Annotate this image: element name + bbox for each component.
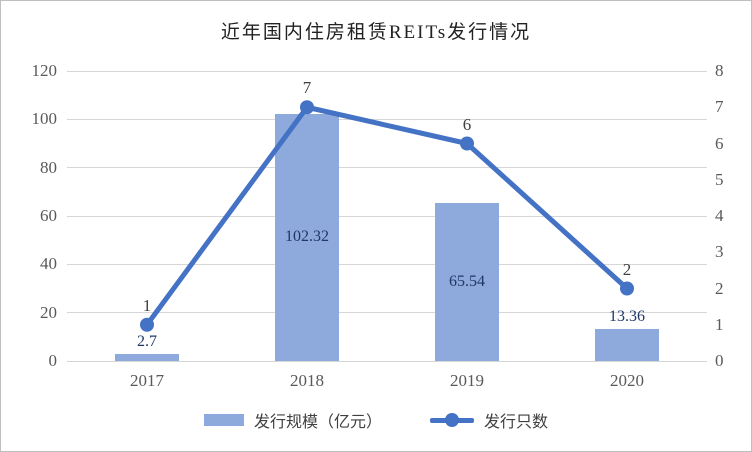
line-data-label: 2 bbox=[622, 259, 632, 279]
right-axis-tick-label: 1 bbox=[715, 314, 724, 334]
right-axis-tick-label: 0 bbox=[715, 351, 724, 370]
line-data-point bbox=[620, 281, 634, 296]
line-data-point bbox=[300, 100, 314, 115]
x-axis-category-label: 2017 bbox=[130, 371, 164, 390]
left-axis-tick-label: 40 bbox=[40, 254, 57, 274]
left-axis-tick-label: 80 bbox=[40, 157, 57, 177]
line-data-label: 1 bbox=[142, 295, 152, 315]
legend-item-line-series: 发行只数 bbox=[430, 408, 548, 432]
left-axis-tick-label: 60 bbox=[40, 206, 57, 225]
line-swatch-dot bbox=[445, 413, 459, 427]
left-axis-tick-label: 100 bbox=[31, 109, 58, 129]
line-data-label: 7 bbox=[302, 78, 312, 98]
line-data-point bbox=[460, 136, 474, 151]
right-axis-tick-label: 5 bbox=[715, 169, 724, 189]
x-axis-category-label: 2018 bbox=[290, 371, 324, 390]
left-axis-tick-label: 20 bbox=[40, 302, 57, 322]
bar-2018 bbox=[275, 113, 339, 361]
bar-series-swatch-icon bbox=[203, 414, 244, 426]
bar-2019 bbox=[435, 202, 499, 361]
legend-label-bar-series: 发行规模（亿元） bbox=[253, 414, 382, 431]
gridline bbox=[67, 360, 707, 362]
right-axis-tick-label: 8 bbox=[715, 61, 724, 80]
bar-data-label: 65.54 bbox=[449, 272, 485, 290]
gridline bbox=[67, 167, 707, 169]
right-axis-tick-label: 3 bbox=[715, 242, 724, 262]
right-axis-tick-label: 4 bbox=[715, 206, 724, 225]
right-axis-tick-label: 6 bbox=[715, 133, 724, 153]
right-axis-tick-label: 7 bbox=[715, 97, 724, 117]
line-series-swatch-icon bbox=[430, 413, 474, 427]
bar-data-label: 102.32 bbox=[285, 228, 329, 246]
left-axis-tick-label: 120 bbox=[31, 61, 58, 80]
legend-label-line-series: 发行只数 bbox=[484, 414, 549, 431]
gridline bbox=[67, 312, 707, 314]
line-data-label: 6 bbox=[462, 114, 472, 134]
gridline bbox=[67, 263, 707, 265]
legend-item-bar-series: 发行规模（亿元） bbox=[203, 408, 382, 432]
bar-2020 bbox=[595, 328, 659, 361]
gridline bbox=[67, 70, 707, 72]
bar-data-label: 13.36 bbox=[609, 307, 645, 325]
x-axis-category-label: 2019 bbox=[450, 371, 484, 390]
chart-title: 近年国内住房租赁REITs发行情况 bbox=[220, 22, 532, 43]
line-data-point bbox=[140, 317, 154, 332]
bar-2017 bbox=[115, 354, 179, 361]
x-axis-category-label: 2020 bbox=[610, 371, 644, 390]
bar-data-label: 2.7 bbox=[137, 333, 157, 351]
legend: 发行规模（亿元） 发行只数 bbox=[1, 408, 751, 432]
left-axis-tick-label: 0 bbox=[48, 351, 58, 370]
gridline bbox=[67, 118, 707, 120]
gridline bbox=[67, 215, 707, 217]
right-axis-tick-label: 2 bbox=[715, 278, 724, 298]
